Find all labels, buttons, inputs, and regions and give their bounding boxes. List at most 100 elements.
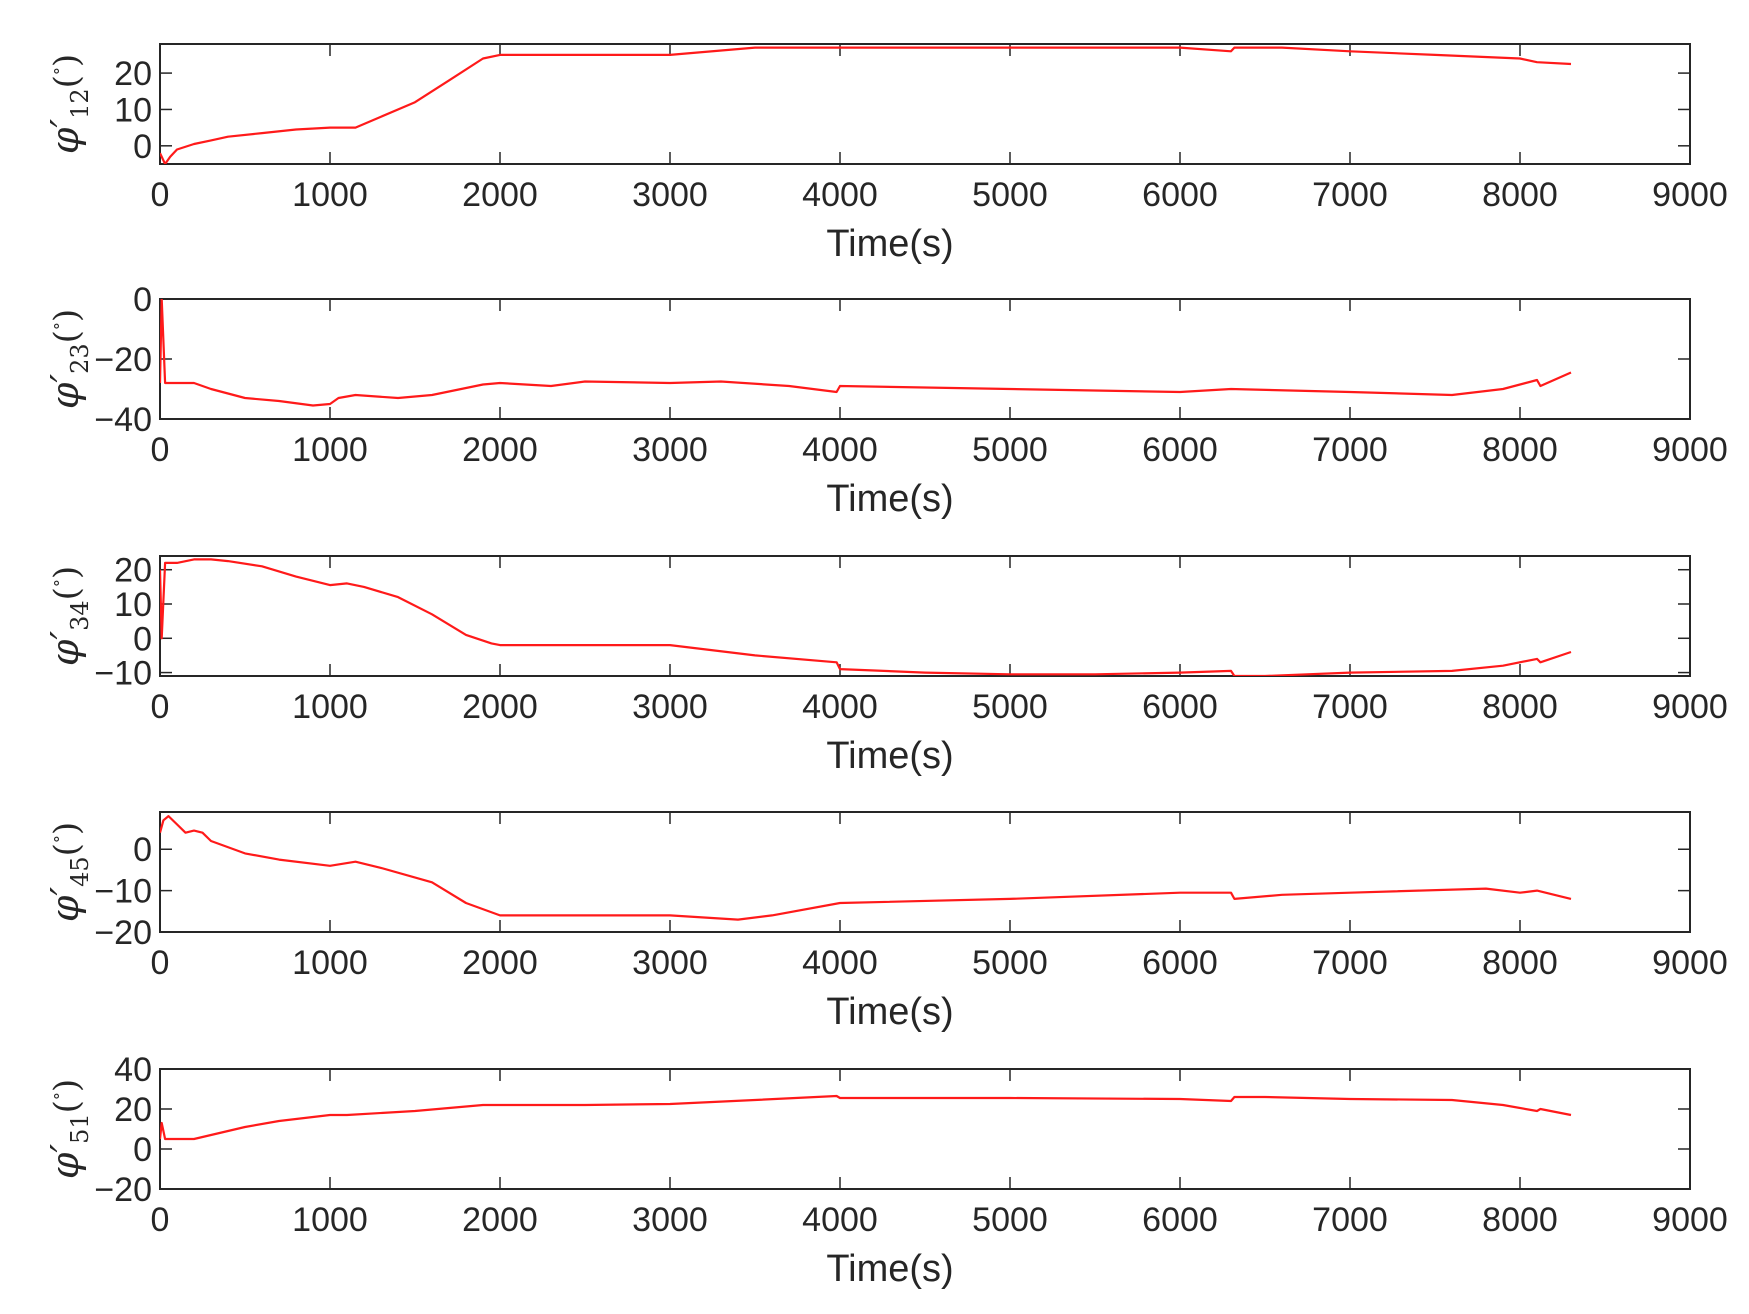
x-tick-label: 4000 [802,944,878,982]
series-line [160,46,1572,164]
y-label-symbol: φ′ [43,631,87,667]
y-label-degree: ° [51,835,70,843]
y-label-symbol: φ′ [43,887,87,923]
x-tick-label: 7000 [1312,688,1388,726]
x-tick-label: 7000 [1312,944,1388,982]
y-label-unit-close: ) [47,566,87,579]
x-tick-label: 2000 [462,944,538,982]
x-tick-label: 3000 [632,431,708,469]
x-tick-label: 3000 [632,1201,708,1239]
y-label-unit-open: ( [47,1100,87,1113]
x-tick-label: 0 [151,944,170,982]
x-tick-label: 1000 [292,688,368,726]
y-tick-label: −20 [94,914,152,952]
x-tick-label: 2000 [462,431,538,469]
y-tick-label: −20 [94,1171,152,1209]
subplot-5: 0 1000 2000 3000 4000 5000 6000 7000 8000 9000 −20… [43,1051,1728,1290]
y-label-symbol: φ′ [43,119,87,155]
y-axis-label: φ′34(°) [43,566,94,666]
x-tick-label: 6000 [1142,944,1218,982]
x-tick-label: 5000 [972,944,1048,982]
x-tick-label: 2000 [462,1201,538,1239]
y-label-subscript: 23 [66,343,94,374]
x-axis-label: Time(s) [826,735,953,777]
x-tick-label: 9000 [1652,176,1728,214]
y-label-unit-open: ( [47,843,87,856]
x-tick-label: 1000 [292,944,368,982]
x-tick-label: 0 [151,431,170,469]
x-tick-label: 5000 [972,176,1048,214]
y-label-degree: ° [51,322,70,330]
x-axis-label: Time(s) [826,1248,953,1290]
y-tick-label: 10 [114,91,152,129]
x-tick-label: 0 [151,1201,170,1239]
x-tick-label: 0 [151,176,170,214]
x-tick-label: 8000 [1482,944,1558,982]
y-label-subscript: 45 [66,856,94,887]
y-label-degree: ° [51,579,70,587]
y-tick-label: 0 [133,1131,152,1169]
y-tick-label: 10 [114,586,152,624]
y-tick-label: 0 [133,128,152,166]
x-tick-label: 4000 [802,431,878,469]
y-tick-label: −20 [94,341,152,379]
x-tick-label: 5000 [972,1201,1048,1239]
y-tick-label: 0 [133,281,152,319]
y-tick-label: −10 [94,873,152,911]
x-tick-label: 9000 [1652,944,1728,982]
series-line [160,299,1572,407]
x-tick-label: 3000 [632,944,708,982]
subplot-1: 0 1000 2000 3000 4000 5000 6000 7000 8000 9000010… [43,43,1728,265]
x-axis-label: Time(s) [826,991,953,1033]
y-tick-label: 20 [114,55,152,93]
y-axis-label: φ′45(°) [43,822,94,922]
y-label-unit-close: ) [47,309,87,322]
x-tick-label: 5000 [972,688,1048,726]
x-tick-label: 2000 [462,688,538,726]
y-tick-label: 0 [133,831,152,869]
x-tick-label: 6000 [1142,1201,1218,1239]
y-label-degree: ° [51,67,70,75]
y-label-subscript: 12 [66,88,94,119]
y-label-subscript: 51 [66,1113,94,1144]
subplot-2: 0 1000 2000 3000 4000 5000 6000 7000 8000 9000 −40… [43,281,1728,520]
y-axis-label: φ′12(°) [43,54,94,154]
x-tick-label: 4000 [802,688,878,726]
axes-box [159,555,1691,677]
series-line [160,1094,1572,1141]
x-tick-label: 7000 [1312,431,1388,469]
y-label-unit-open: ( [47,587,87,600]
x-tick-label: 2000 [462,176,538,214]
x-tick-label: 4000 [802,176,878,214]
subplot-3: 0 1000 2000 3000 4000 5000 6000 7000 8000 9000 −10… [43,552,1728,777]
x-tick-label: 1000 [292,176,368,214]
y-label-unit-close: ) [47,54,87,67]
y-axis-label: φ′23(°) [43,309,94,409]
y-label-degree: ° [51,1092,70,1100]
y-label-symbol: φ′ [43,374,87,410]
x-axis-label: Time(s) [826,223,953,265]
axes-box [159,43,1691,165]
series-line [160,558,1572,676]
x-tick-label: 1000 [292,1201,368,1239]
x-tick-label: 9000 [1652,431,1728,469]
series-line [160,814,1572,921]
y-tick-label: −10 [94,655,152,693]
y-tick-label: 40 [114,1051,152,1089]
x-tick-label: 7000 [1312,1201,1388,1239]
x-tick-label: 8000 [1482,176,1558,214]
y-label-unit-close: ) [47,1079,87,1092]
y-label-symbol: φ′ [43,1144,87,1180]
x-tick-label: 6000 [1142,431,1218,469]
x-tick-label: 6000 [1142,688,1218,726]
x-tick-label: 5000 [972,431,1048,469]
y-label-subscript: 34 [66,600,94,631]
x-tick-label: 8000 [1482,431,1558,469]
subplot-4: 0 1000 2000 3000 4000 5000 6000 7000 8000 9000 −20… [43,811,1728,1033]
x-tick-label: 1000 [292,431,368,469]
x-tick-label: 3000 [632,688,708,726]
y-tick-label: 0 [133,620,152,658]
y-axis-label: φ′51(°) [43,1079,94,1179]
x-tick-label: 9000 [1652,688,1728,726]
